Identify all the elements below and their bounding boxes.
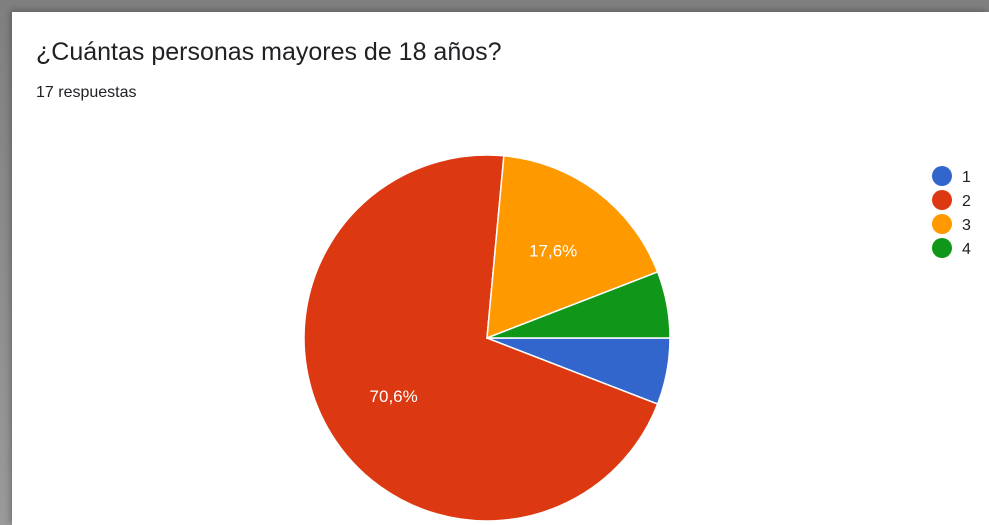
question-card: ¿Cuántas personas mayores de 18 años? 17…: [12, 12, 989, 525]
legend-swatch-1: [932, 166, 952, 186]
pie-slice-2[interactable]: [303, 154, 659, 522]
legend-item-3[interactable]: 3: [932, 214, 971, 234]
question-title: ¿Cuántas personas mayores de 18 años?: [36, 38, 502, 66]
pie-slice-3[interactable]: [486, 154, 659, 340]
legend-swatch-3: [932, 214, 952, 234]
legend-item-4[interactable]: 4: [932, 238, 971, 258]
legend-swatch-2: [932, 190, 952, 210]
pie-slice-4[interactable]: [486, 270, 671, 339]
legend-label-1: 1: [962, 169, 971, 186]
legend-label-4: 4: [962, 241, 971, 258]
legend-item-1[interactable]: 1: [932, 166, 971, 186]
slice-label-2: 70,6%: [370, 387, 418, 406]
slice-label-3: 17,6%: [529, 241, 577, 260]
legend-label-3: 3: [962, 217, 971, 234]
legend-label-2: 2: [962, 193, 971, 210]
pie-chart: 70,6% 17,6% 1 2 3 4: [303, 154, 971, 522]
legend-item-2[interactable]: 2: [932, 190, 971, 210]
response-count: 17 respuestas: [36, 84, 137, 101]
legend-swatch-4: [932, 238, 952, 258]
